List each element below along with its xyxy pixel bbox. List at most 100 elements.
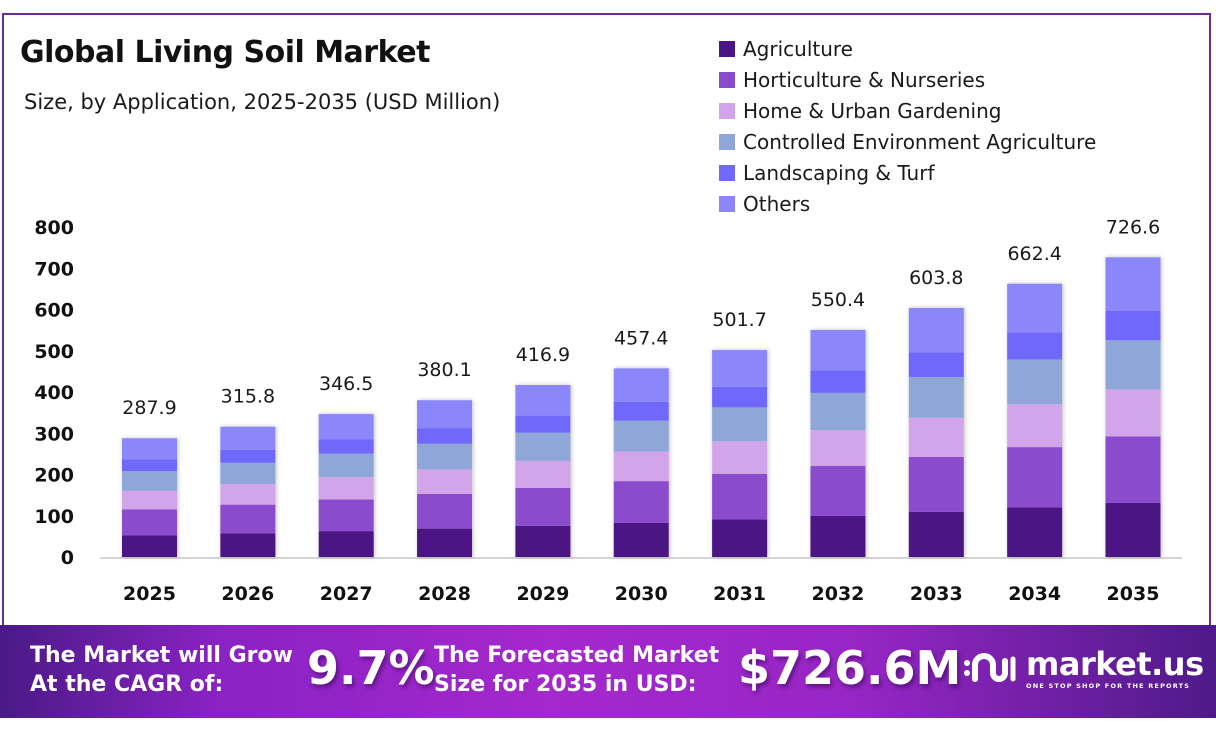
x-tick-label: 2031 bbox=[713, 583, 766, 605]
summary-banner: The Market will Grow At the CAGR of: 9.7… bbox=[0, 625, 1216, 718]
total-data-label: 603.8 bbox=[909, 267, 963, 289]
bar-segment-landscaping-turf bbox=[1105, 310, 1161, 341]
bar-segment-home-urban-gardening bbox=[515, 460, 571, 488]
y-tick-label: 800 bbox=[34, 217, 74, 239]
bar-segment-horticulture-nurseries bbox=[712, 473, 768, 520]
y-tick-label: 100 bbox=[34, 506, 74, 528]
bar-segment-others bbox=[908, 307, 964, 353]
total-data-label: 726.6 bbox=[1106, 216, 1160, 238]
bar-stack-2031 bbox=[712, 350, 768, 557]
x-tick-label: 2033 bbox=[910, 583, 963, 605]
legend: Agriculture Horticulture & Nurseries Hom… bbox=[719, 33, 1096, 219]
legend-item-agriculture: Agriculture bbox=[719, 33, 1096, 64]
total-data-label: 662.4 bbox=[1007, 243, 1061, 265]
legend-label: Landscaping & Turf bbox=[743, 160, 935, 185]
x-tick-label: 2035 bbox=[1107, 583, 1160, 605]
legend-item-others: Others bbox=[719, 188, 1096, 219]
bar-segment-horticulture-nurseries bbox=[908, 456, 964, 512]
forecast-label: The Forecasted Market Size for 2035 in U… bbox=[434, 641, 719, 699]
bar-segment-horticulture-nurseries bbox=[122, 509, 177, 536]
total-data-label: 346.5 bbox=[319, 373, 373, 395]
legend-swatch bbox=[719, 164, 735, 181]
x-axis: 2025 2026 2027 2028 2029 2030 2031 2032 2033 2034… bbox=[123, 583, 1159, 605]
bar-segment-horticulture-nurseries bbox=[515, 487, 571, 526]
bar-segment-others bbox=[1105, 257, 1161, 311]
bar-stack-2026 bbox=[220, 426, 276, 557]
market-us-logo: market.us ONE STOP SHOP FOR THE REPORTS bbox=[962, 648, 1204, 690]
legend-item-landscaping: Landscaping & Turf bbox=[719, 157, 1096, 188]
bar-stack-2027 bbox=[318, 414, 374, 557]
total-data-label: 416.9 bbox=[516, 344, 570, 366]
bar-segment-others bbox=[122, 438, 177, 460]
bar-segment-others bbox=[712, 350, 768, 387]
legend-swatch bbox=[719, 133, 735, 150]
bar-segment-home-urban-gardening bbox=[810, 430, 866, 466]
legend-label: Horticulture & Nurseries bbox=[743, 67, 986, 92]
total-data-label: 287.9 bbox=[122, 397, 176, 419]
legend-item-controlled-environment: Controlled Environment Agriculture bbox=[719, 126, 1096, 157]
bar-segment-home-urban-gardening bbox=[712, 441, 768, 474]
total-data-label: 501.7 bbox=[712, 309, 766, 331]
bar-segment-controlled-environment-agriculture bbox=[1007, 359, 1063, 405]
bar-segment-controlled-environment-agriculture bbox=[318, 453, 374, 478]
bar-segment-home-urban-gardening bbox=[220, 484, 276, 505]
bar-segment-landscaping-turf bbox=[122, 459, 177, 472]
bar-segment-horticulture-nurseries bbox=[417, 493, 473, 529]
bar-segment-landscaping-turf bbox=[810, 370, 866, 393]
logo-tagline: ONE STOP SHOP FOR THE REPORTS bbox=[1026, 682, 1191, 690]
bar-segment-horticulture-nurseries bbox=[318, 499, 374, 532]
bar-stack-2029 bbox=[515, 385, 571, 557]
bar-segment-others bbox=[220, 426, 276, 450]
bar-segment-agriculture bbox=[712, 519, 768, 557]
chart-title: Global Living Soil Market bbox=[20, 35, 430, 70]
bar-segment-agriculture bbox=[1007, 507, 1063, 557]
bar-segment-controlled-environment-agriculture bbox=[810, 392, 866, 431]
bar-segment-horticulture-nurseries bbox=[613, 481, 669, 523]
legend-swatch bbox=[719, 40, 735, 57]
bar-segment-others bbox=[1007, 283, 1063, 333]
y-tick-label: 200 bbox=[34, 465, 74, 487]
bar-segment-home-urban-gardening bbox=[318, 477, 374, 500]
legend-item-horticulture: Horticulture & Nurseries bbox=[719, 64, 1096, 95]
legend-item-home-urban-gardening: Home & Urban Gardening bbox=[719, 95, 1096, 126]
stacked-bar-chart: 0 100 200 300 400 500 600 700 800 287.9 315.8 346.… bbox=[34, 216, 1182, 605]
bar-segment-horticulture-nurseries bbox=[220, 504, 276, 534]
bar-segment-landscaping-turf bbox=[908, 352, 964, 377]
bar-segment-home-urban-gardening bbox=[1105, 389, 1161, 437]
legend-label: Agriculture bbox=[743, 36, 853, 61]
legend-swatch bbox=[719, 195, 735, 212]
bar-segment-controlled-environment-agriculture bbox=[908, 376, 964, 418]
cagr-label-line2: At the CAGR of: bbox=[30, 672, 224, 697]
bar-segment-horticulture-nurseries bbox=[1105, 436, 1161, 503]
x-tick-label: 2028 bbox=[418, 583, 471, 605]
bar-stack-2030 bbox=[613, 368, 669, 557]
x-tick-label: 2029 bbox=[516, 583, 569, 605]
bar-stack-2032 bbox=[810, 329, 866, 557]
chart-subtitle: Size, by Application, 2025-2035 (USD Mil… bbox=[24, 90, 501, 114]
total-data-label: 380.1 bbox=[417, 359, 471, 381]
y-tick-label: 600 bbox=[34, 300, 74, 322]
cagr-label-line1: The Market will Grow bbox=[30, 643, 293, 668]
legend-label: Controlled Environment Agriculture bbox=[743, 129, 1097, 154]
bar-segment-home-urban-gardening bbox=[1007, 404, 1063, 448]
legend-label: Others bbox=[743, 191, 811, 216]
x-tick-label: 2025 bbox=[123, 583, 176, 605]
bar-segment-landscaping-turf bbox=[515, 415, 571, 433]
bar-segment-agriculture bbox=[417, 528, 473, 557]
bar-segment-horticulture-nurseries bbox=[810, 465, 866, 516]
bar-stack-2035 bbox=[1105, 257, 1161, 557]
bar-segment-others bbox=[417, 400, 473, 429]
bar-segment-landscaping-turf bbox=[1007, 332, 1063, 360]
bar-segment-agriculture bbox=[122, 535, 177, 557]
forecast-label-line2: Size for 2035 in USD: bbox=[434, 672, 697, 697]
y-tick-label: 300 bbox=[34, 423, 74, 445]
bar-segment-controlled-environment-agriculture bbox=[712, 407, 768, 442]
x-tick-label: 2034 bbox=[1008, 583, 1061, 605]
bar-stack-2034 bbox=[1007, 283, 1063, 557]
y-axis: 0 100 200 300 400 500 600 700 800 bbox=[34, 217, 74, 569]
bar-segment-agriculture bbox=[613, 522, 669, 557]
y-tick-label: 400 bbox=[34, 382, 74, 404]
bar-segment-home-urban-gardening bbox=[417, 469, 473, 494]
y-tick-label: 700 bbox=[34, 258, 74, 280]
bar-segment-landscaping-turf bbox=[318, 439, 374, 454]
